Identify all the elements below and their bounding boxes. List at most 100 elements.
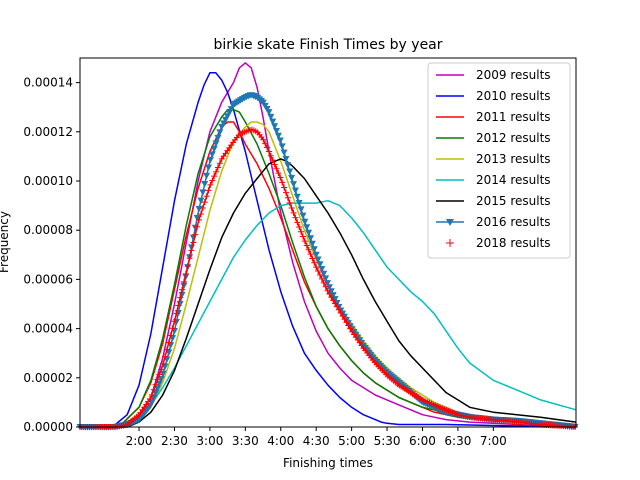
x-tick-label: 6:30: [444, 434, 471, 448]
data-point: [216, 160, 223, 167]
data-point: [314, 256, 322, 264]
y-axis-label: Frequency: [0, 211, 11, 273]
data-point: [282, 189, 289, 196]
y-tick-label: 0.00000: [23, 420, 73, 434]
legend-item: 2009 results: [436, 68, 551, 82]
data-point: [332, 300, 339, 307]
data-point: [156, 371, 163, 378]
x-tick-label: 5:00: [338, 434, 365, 448]
data-point: [163, 346, 170, 353]
data-point: [310, 246, 318, 253]
data-point: [337, 309, 344, 316]
data-point: [324, 287, 331, 294]
data-point: [265, 148, 272, 155]
data-point: [148, 391, 155, 398]
data-point: [195, 205, 203, 213]
data-point: [162, 353, 169, 360]
data-point: [301, 238, 308, 245]
legend-item: 2012 results: [436, 131, 551, 145]
data-point: [320, 270, 328, 278]
legend-label: 2014 results: [476, 173, 551, 187]
data-point: [146, 395, 153, 402]
x-tick-label: 3:30: [232, 434, 259, 448]
data-point: [206, 156, 214, 164]
legend-label: 2011 results: [476, 110, 551, 124]
data-point: [292, 214, 299, 221]
data-point: [330, 297, 337, 304]
data-point: [199, 205, 206, 212]
data-point: [186, 255, 193, 262]
y-tick-label: 0.00006: [23, 272, 73, 286]
data-point: [328, 294, 335, 301]
data-point: [209, 177, 216, 184]
data-point: [201, 199, 208, 206]
data-point: [297, 206, 305, 213]
legend-label: 2009 results: [476, 68, 551, 82]
data-point: [327, 288, 335, 295]
x-tick-label: 4:00: [267, 434, 294, 448]
data-point: [179, 286, 186, 293]
data-point: [260, 136, 267, 143]
data-point: [299, 233, 306, 240]
data-point: [279, 179, 286, 186]
data-point: [295, 200, 303, 207]
legend-box: [427, 62, 571, 259]
x-tick-label: 5:30: [374, 434, 401, 448]
data-point: [312, 251, 320, 259]
legend-label: 2016 results: [476, 215, 551, 229]
x-tick-label: 7:00: [480, 434, 507, 448]
data-point: [214, 164, 221, 171]
data-point: [180, 278, 187, 285]
legend-item: 2015 results: [436, 194, 551, 208]
y-tick-label: 0.00008: [23, 223, 73, 237]
data-point: [196, 216, 203, 223]
data-point: [264, 144, 271, 151]
data-point: [207, 181, 214, 188]
data-point: [214, 134, 222, 142]
data-point: [190, 239, 197, 246]
data-point: [184, 263, 191, 270]
data-point: [339, 313, 346, 320]
data-point: [210, 145, 218, 153]
data-point: [298, 228, 305, 235]
data-point: [212, 140, 220, 147]
legend: 2009 results 2010 results 2011 results 2012…: [427, 62, 571, 259]
data-point: [280, 149, 288, 157]
legend-label: 2010 results: [476, 89, 551, 103]
data-point: [262, 140, 269, 147]
x-tick-label: 2:00: [126, 434, 153, 448]
series-2014-results: [80, 199, 577, 428]
data-point: [205, 187, 212, 194]
data-point: [177, 294, 184, 301]
data-point: [213, 168, 220, 175]
data-point: [267, 152, 274, 159]
data-point: [178, 291, 186, 299]
x-tick-label: 6:00: [409, 434, 436, 448]
data-point: [294, 219, 301, 226]
series-2015-results: [80, 158, 577, 428]
data-point: [305, 229, 313, 237]
data-point: [345, 322, 352, 329]
data-point: [273, 165, 280, 172]
x-tick-label: 4:30: [303, 434, 330, 448]
data-point: [303, 224, 311, 231]
data-point: [182, 270, 189, 277]
data-point: [313, 264, 320, 271]
x-axis: 2:00 2:30 3:00 3:30 4:00 4:30 5:00 5:30 6:00 6:30…: [126, 427, 507, 448]
data-point: [333, 303, 340, 310]
data-point: [335, 306, 342, 313]
data-point: [318, 275, 325, 282]
data-point: [278, 143, 286, 150]
data-point: [204, 164, 212, 172]
legend-marker: [446, 219, 454, 226]
data-point: [307, 251, 314, 258]
data-point: [192, 231, 199, 238]
data-point: [175, 302, 182, 309]
legend-label: 2018 results: [476, 236, 551, 250]
data-point: [293, 193, 301, 201]
data-point: [199, 189, 207, 196]
data-point: [201, 181, 209, 188]
series-line: [80, 199, 577, 428]
data-point: [157, 375, 165, 383]
y-tick-label: 0.00010: [23, 174, 73, 188]
